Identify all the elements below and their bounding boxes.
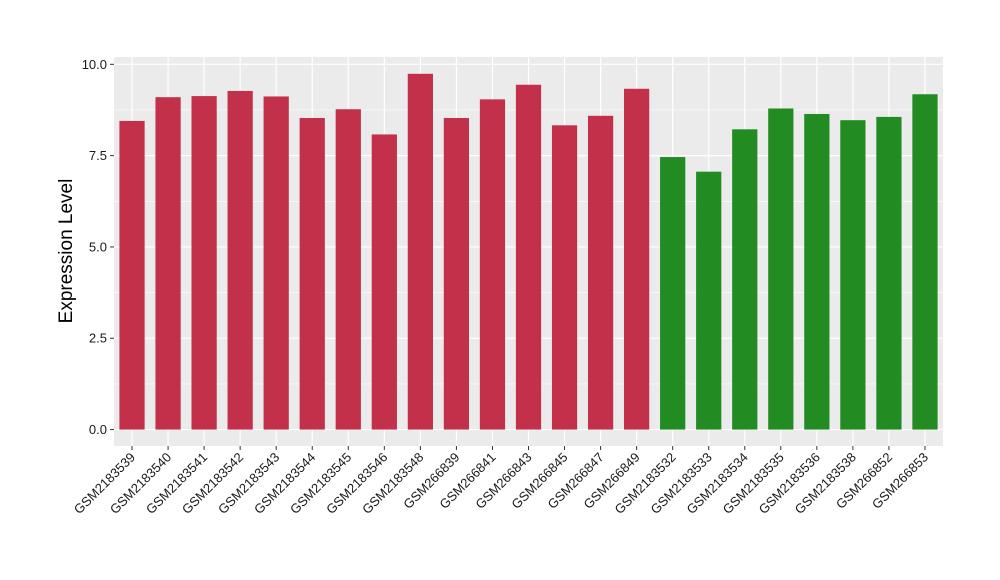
bar-GSM2183532	[660, 157, 686, 430]
bar-GSM2183535	[768, 108, 794, 430]
bar-GSM2183544	[299, 117, 325, 430]
y-axis: 0.0 2.5 5.0 7.5 10.0	[82, 57, 114, 437]
bar-GSM266843	[515, 84, 542, 430]
bar-GSM2183540	[155, 97, 181, 430]
bar-GSM266849	[624, 88, 650, 430]
bar-GSM2183548	[407, 73, 433, 430]
bar-GSM266853	[912, 94, 938, 430]
y-tick-label: 2.5	[89, 331, 107, 346]
bar-GSM2183542	[227, 90, 253, 430]
bar-GSM2183541	[191, 96, 217, 430]
bar-GSM266841	[479, 99, 506, 430]
x-tick-label: GSM2183539	[71, 450, 138, 517]
bar-GSM266847	[587, 115, 614, 430]
bar-GSM2183546	[371, 134, 397, 430]
bar-GSM2183534	[732, 129, 758, 430]
x-axis: GSM2183539GSM2183540GSM2183541GSM2183542…	[71, 446, 931, 517]
y-axis-title: Expression Level	[56, 179, 77, 324]
y-tick-label: 0.0	[89, 422, 107, 437]
y-tick-label: 5.0	[89, 239, 107, 254]
bar-GSM2183543	[263, 96, 289, 430]
y-tick-label: 10.0	[82, 57, 107, 72]
bar-GSM266839	[443, 117, 470, 430]
bar-GSM266845	[551, 125, 578, 430]
bar-GSM2183545	[335, 109, 361, 430]
bar-GSM2183539	[119, 120, 145, 430]
bar-GSM2183538	[840, 120, 866, 430]
bar-GSM266852	[876, 116, 902, 430]
bars	[119, 73, 938, 430]
y-tick-label: 7.5	[89, 148, 107, 163]
bar-GSM2183533	[696, 171, 722, 430]
bar-GSM2183536	[804, 113, 830, 430]
